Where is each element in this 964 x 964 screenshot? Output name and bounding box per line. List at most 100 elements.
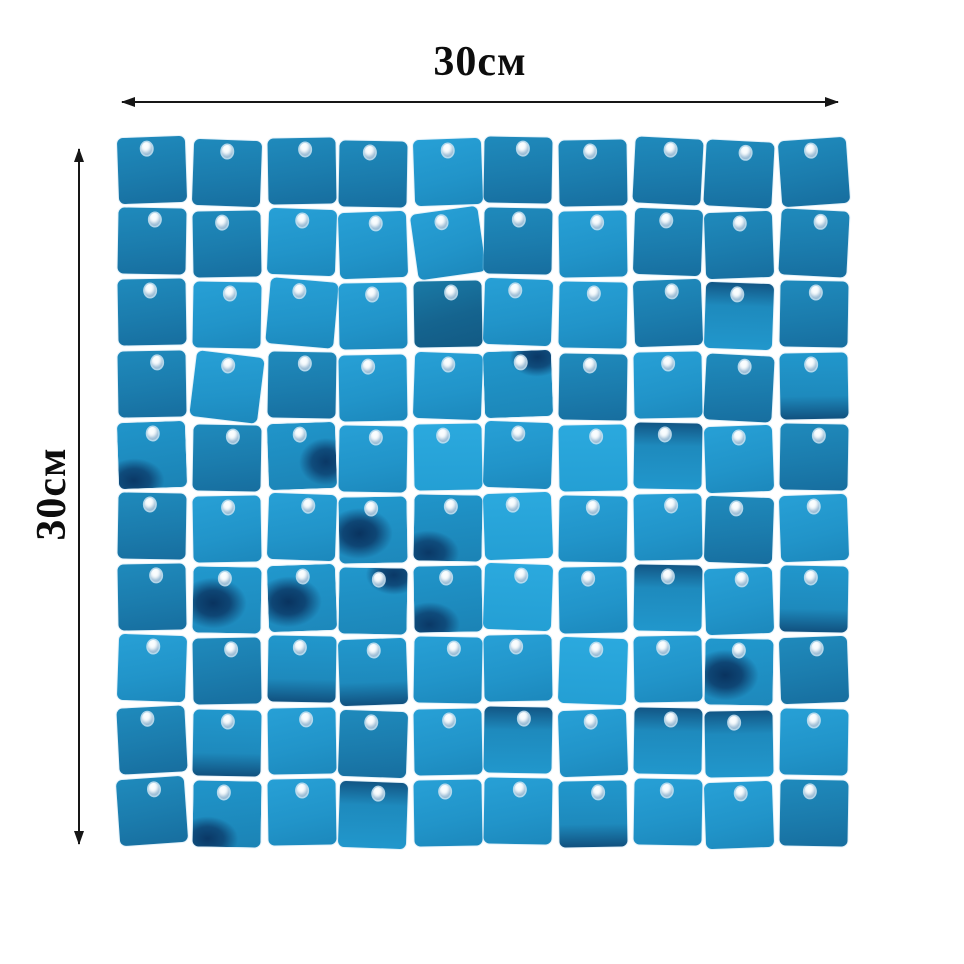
- sequin: [117, 350, 187, 418]
- pin-hole: [448, 642, 460, 656]
- width-dimension-label: 30см: [433, 39, 527, 85]
- sequin: [267, 564, 338, 633]
- sequin: [337, 211, 408, 280]
- sequin: [633, 707, 704, 775]
- sequin: [778, 493, 850, 563]
- sequin: [267, 778, 338, 846]
- pin-hole: [588, 287, 600, 301]
- pin-hole: [441, 143, 454, 158]
- sequin: [483, 136, 553, 204]
- sequin: [192, 424, 262, 492]
- sequin: [192, 780, 262, 848]
- pin-hole: [299, 356, 311, 370]
- width-dimension-arrow: [121, 97, 839, 107]
- sequin: [703, 282, 774, 351]
- pin-hole: [222, 714, 234, 728]
- pin-hole: [730, 501, 742, 516]
- sequin: [703, 780, 774, 850]
- pin-hole: [218, 785, 230, 799]
- pin-hole: [731, 288, 743, 302]
- sequin: [412, 137, 484, 207]
- pin-hole: [515, 569, 528, 583]
- sequin: [338, 354, 408, 422]
- sequin: [265, 277, 340, 350]
- pin-hole: [222, 500, 235, 515]
- sequin: [779, 708, 849, 776]
- sequin: [483, 634, 553, 703]
- pin-hole: [296, 783, 309, 797]
- sequin: [192, 709, 262, 777]
- pin-hole: [294, 641, 306, 655]
- sequin: [267, 635, 338, 704]
- sequin: [267, 137, 338, 205]
- sequin: [779, 423, 849, 491]
- sequin: [703, 567, 774, 636]
- pin-hole: [299, 142, 312, 157]
- sequin: [267, 351, 338, 419]
- pin-hole: [739, 146, 752, 160]
- sequin: [779, 352, 849, 420]
- pin-hole: [363, 145, 376, 160]
- pin-hole: [662, 570, 674, 584]
- pin-hole: [591, 216, 604, 230]
- sequin: [703, 495, 774, 565]
- pin-hole: [805, 357, 817, 371]
- sequin: [338, 282, 408, 351]
- sequin: [558, 708, 629, 777]
- sequin: [413, 280, 483, 349]
- pin-hole: [148, 782, 161, 796]
- sequin: [632, 136, 705, 206]
- pin-hole: [443, 713, 455, 727]
- pin-hole: [294, 427, 306, 442]
- pin-hole: [733, 216, 746, 231]
- pin-hole: [372, 786, 384, 801]
- sequin: [338, 567, 408, 635]
- sequin: [558, 139, 628, 207]
- pin-hole: [221, 144, 234, 159]
- sequin: [704, 710, 774, 778]
- pin-hole: [227, 429, 239, 443]
- pin-hole: [666, 285, 678, 299]
- pin-hole: [585, 714, 597, 728]
- pin-hole: [808, 713, 820, 727]
- sequin: [189, 349, 266, 424]
- pin-hole: [297, 213, 309, 228]
- sequin: [483, 207, 553, 275]
- sequin: [703, 211, 774, 280]
- sequin: [337, 709, 408, 778]
- sequin: [482, 563, 554, 632]
- pin-hole: [732, 430, 745, 444]
- pin-hole: [804, 784, 816, 798]
- sequin: [267, 208, 338, 277]
- pin-hole: [151, 355, 163, 369]
- pin-hole: [587, 500, 599, 515]
- sequin: [413, 494, 483, 562]
- sequin: [117, 492, 187, 560]
- sequin: [192, 637, 262, 706]
- sequin: [633, 422, 704, 490]
- sequin: [192, 495, 262, 563]
- sequin: [116, 704, 188, 775]
- sequin: [267, 492, 338, 562]
- sequin: [337, 780, 408, 850]
- pin-hole: [147, 640, 160, 654]
- pin-hole: [661, 213, 673, 228]
- pin-hole: [659, 427, 671, 441]
- pin-hole: [665, 142, 677, 157]
- pin-hole: [141, 141, 153, 156]
- sequin: [409, 205, 487, 281]
- pin-hole: [297, 569, 309, 584]
- sequin: [116, 420, 188, 490]
- sequin: [338, 425, 408, 493]
- pin-hole: [734, 786, 747, 800]
- pin-hole: [445, 286, 457, 300]
- pin-hole: [372, 573, 385, 587]
- pin-hole: [665, 498, 678, 513]
- pin-hole: [509, 284, 522, 298]
- pin-hole: [517, 141, 529, 156]
- pin-hole: [435, 215, 448, 230]
- sequin: [413, 423, 483, 491]
- sequin: [338, 496, 408, 564]
- pin-hole: [814, 215, 827, 229]
- sequin: [777, 136, 851, 208]
